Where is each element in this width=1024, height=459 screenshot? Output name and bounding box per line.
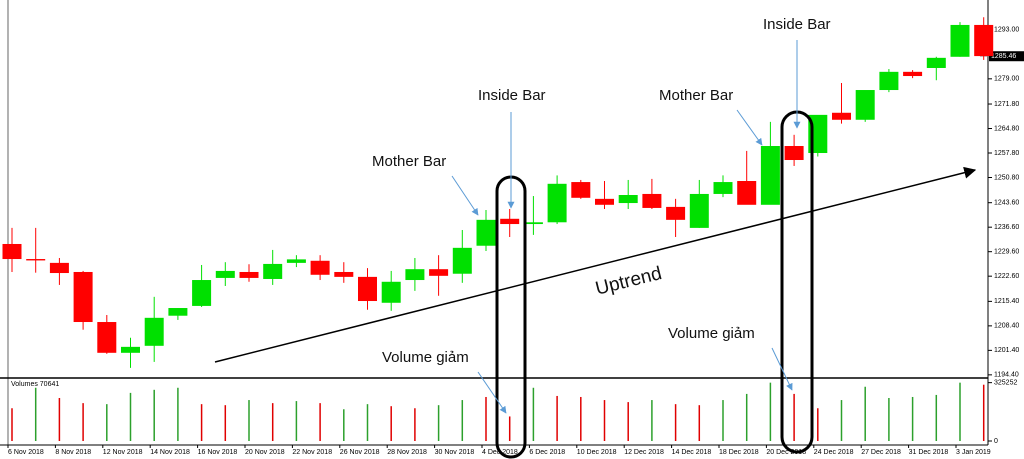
candle-body (713, 182, 733, 194)
candle-body (760, 146, 780, 205)
arrow (477, 371, 507, 414)
candle-body (263, 263, 283, 279)
x-tick-label: 6 Nov 2018 (8, 449, 44, 456)
candle-body (737, 181, 757, 205)
candle-body (855, 90, 875, 120)
y-tick-label: 1236.60 (994, 224, 1019, 231)
y-tick-label: 1194.40 (994, 372, 1019, 379)
candle-body (903, 71, 923, 77)
volume-tick-label: 0 (994, 438, 998, 445)
y-tick-label: 1250.80 (994, 174, 1019, 181)
candle-body (642, 193, 662, 208)
candle-body (595, 198, 614, 205)
trend-line (214, 166, 977, 363)
y-tick-label: 1293.00 (994, 27, 1019, 34)
y-tick-label: 1279.00 (994, 76, 1019, 83)
marks: 1293.00 1279.00 1271.80 1264.80 1257.80 1250.… (2, 17, 1024, 456)
x-tick-label: 20 Dec 2018 (766, 449, 806, 456)
candle-body (2, 243, 22, 260)
last-price-box (989, 51, 1024, 62)
y-tick-label: 1257.80 (994, 150, 1019, 157)
x-tick-label: 8 Nov 2018 (55, 449, 91, 456)
volume-label: Volumes 70641 (11, 381, 59, 388)
candle-body (310, 260, 330, 275)
candle-body (215, 270, 235, 278)
x-tick-label: 30 Nov 2018 (435, 449, 475, 456)
candle-body (26, 259, 46, 261)
candle-body (381, 281, 401, 303)
candle-body (121, 346, 140, 353)
y-tick-label: 1264.80 (994, 125, 1019, 132)
x-tick-label: 10 Dec 2018 (577, 449, 617, 456)
y-tick-label: 1201.40 (994, 347, 1019, 354)
candle-body (879, 71, 899, 91)
candle-body (358, 276, 377, 302)
candle-body (689, 193, 709, 228)
candle-body (974, 24, 994, 57)
candle-body (192, 280, 212, 306)
x-tick-label: 12 Nov 2018 (103, 449, 143, 456)
last-price-label: 1285.46 (991, 53, 1016, 60)
candle-body (476, 219, 496, 246)
candle-body (286, 259, 306, 263)
candle-body (334, 271, 354, 277)
y-tick-label: 1243.60 (994, 200, 1019, 207)
candle-body (144, 317, 164, 346)
y-tick-label: 1271.80 (994, 101, 1019, 108)
annotation: Inside Bar (763, 16, 831, 33)
candle-body (73, 271, 93, 323)
candle-body (168, 308, 188, 316)
x-tick-label: 28 Nov 2018 (387, 449, 427, 456)
x-tick-label: 3 Jan 2019 (956, 449, 991, 456)
x-tick-label: 22 Nov 2018 (292, 449, 332, 456)
candle-body (832, 112, 851, 120)
arrow (451, 175, 479, 216)
x-tick-label: 20 Nov 2018 (245, 449, 285, 456)
x-tick-label: 27 Dec 2018 (861, 449, 901, 456)
y-tick-label: 1208.40 (994, 323, 1019, 330)
x-tick-label: 16 Nov 2018 (198, 449, 238, 456)
annotation: Mother Bar (372, 153, 446, 170)
candle-body (452, 247, 472, 274)
candle-body (547, 183, 567, 223)
candle-body (618, 194, 638, 204)
arrow (736, 109, 763, 146)
annotation: Mother Bar (659, 87, 733, 104)
candle-body (666, 206, 686, 220)
candle-body (429, 269, 449, 276)
volume-tick-label: 325252 (994, 379, 1017, 386)
candle-body (405, 269, 425, 281)
x-tick-label: 6 Dec 2018 (529, 449, 565, 456)
x-tick-label: 12 Dec 2018 (624, 449, 664, 456)
y-tick-label: 1229.60 (994, 249, 1019, 256)
candle-body (97, 322, 117, 353)
candle-body (523, 222, 543, 225)
x-tick-label: 18 Dec 2018 (719, 449, 759, 456)
y-tick-label: 1222.60 (994, 273, 1019, 280)
candle-body (571, 182, 591, 198)
x-tick-label: 24 Dec 2018 (814, 449, 854, 456)
candle-body (49, 262, 69, 274)
annotation: Volume giảm (668, 325, 755, 342)
annotation: Inside Bar (478, 87, 546, 104)
candle-body (784, 146, 804, 161)
x-tick-label: 14 Dec 2018 (672, 449, 712, 456)
x-tick-label: 14 Nov 2018 (150, 449, 190, 456)
candle-body (950, 24, 970, 57)
candle-body (926, 57, 946, 68)
candle-body (239, 271, 259, 278)
annotation: Volume giảm (382, 349, 469, 366)
y-tick-label: 1215.40 (994, 298, 1019, 305)
x-tick-label: 31 Dec 2018 (909, 449, 949, 456)
arrow (771, 347, 793, 391)
candle-body (500, 218, 520, 225)
x-tick-label: 26 Nov 2018 (340, 449, 380, 456)
